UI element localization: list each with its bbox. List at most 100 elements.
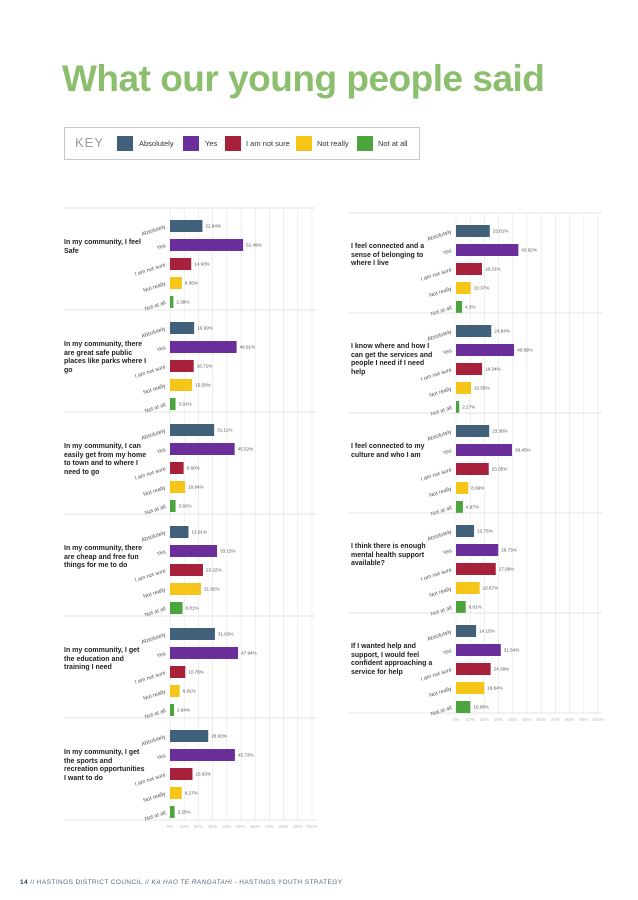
axis-tick-1-6: 60% [537, 717, 546, 722]
category-label-not-really: Not really [143, 689, 167, 702]
value-label-not-at-all: 3.25% [178, 810, 191, 815]
bar-not-really [170, 685, 180, 697]
category-label-yes: Yes [156, 447, 167, 456]
category-label-yes: Yes [156, 651, 167, 660]
value-label-not-at-all: 3.91% [179, 402, 192, 407]
bar-not-sure [170, 360, 194, 372]
axis-tick-0-6: 60% [251, 824, 260, 829]
value-label-not-sure: 23.22% [206, 568, 222, 573]
axis-tick-0-9: 90% [293, 824, 302, 829]
value-label-not-really: 8.66% [471, 486, 484, 491]
key-title: KEY [75, 135, 105, 150]
category-label-yes: Yes [442, 348, 453, 357]
page-number: 14 [20, 879, 29, 886]
axis-tick-1-7: 70% [551, 717, 560, 722]
bar-yes [170, 443, 235, 455]
legend-swatch-not-really [296, 136, 312, 151]
value-label-yes: 40.89% [517, 348, 533, 353]
category-label-not-really: Not really [429, 486, 453, 499]
value-label-not-really: 16.67% [483, 586, 499, 591]
value-label-not-really: 8.27% [185, 791, 198, 796]
category-label-absolutely: Absolutely [141, 326, 167, 340]
axis-tick-1-1: 10% [466, 717, 475, 722]
category-label-yes: Yes [156, 243, 167, 252]
category-label-absolutely: Absolutely [141, 530, 167, 544]
bar-not-at-all [170, 500, 176, 512]
bar-yes [456, 444, 513, 456]
value-label-yes: 33.15% [220, 549, 236, 554]
category-label-absolutely: Absolutely [141, 734, 167, 748]
legend-swatch-absolutely [117, 136, 133, 151]
bar-not-sure [456, 563, 496, 575]
question-label: In my community, there are cheap and fre… [64, 545, 143, 570]
value-label-not-really: 10.64% [188, 485, 204, 490]
value-label-not-sure: 15.83% [195, 772, 211, 777]
category-label-not-at-all: Not at all [430, 705, 453, 717]
legend-key: KEY Absolutely Yes I am not sure Not rea… [64, 127, 420, 160]
axis-tick-1-8: 80% [565, 717, 574, 722]
value-label-absolutely: 31.63% [218, 632, 234, 637]
value-label-not-really: 15.59% [195, 383, 211, 388]
bar-not-really [456, 682, 485, 694]
category-label-not-really: Not really [143, 383, 167, 396]
bar-not-really [456, 382, 471, 394]
value-label-not-sure: 16.71% [197, 364, 213, 369]
bar-not-at-all [170, 806, 175, 818]
bar-not-really [170, 583, 201, 595]
bar-absolutely [170, 424, 215, 436]
value-label-absolutely: 26.93% [211, 734, 227, 739]
bar-absolutely [170, 322, 195, 334]
bar-not-at-all [456, 401, 460, 413]
footer-org: HASTINGS DISTRICT COUNCIL [36, 879, 143, 886]
category-label-not-really: Not really [143, 485, 167, 498]
category-label-yes: Yes [156, 549, 167, 558]
question-label: I think there is enough mental health su… [351, 543, 426, 568]
category-label-yes: Yes [442, 248, 453, 257]
value-label-yes: 43.92% [521, 248, 537, 253]
category-label-not-at-all: Not at all [430, 305, 453, 317]
value-label-not-really: 6.81% [183, 689, 196, 694]
category-label-yes: Yes [442, 648, 453, 657]
value-label-not-at-all: 3.92% [179, 504, 192, 509]
bar-not-at-all [456, 701, 471, 713]
category-label-not-really: Not really [143, 587, 167, 600]
axis-tick-0-4: 40% [222, 824, 231, 829]
value-label-absolutely: 16.99% [197, 326, 213, 331]
axis-tick-0-7: 70% [265, 824, 274, 829]
legend-label-absolutely: Absolutely [139, 139, 174, 148]
bar-yes [170, 239, 244, 251]
value-label-not-at-all: 4.87% [466, 505, 479, 510]
value-label-not-at-all: 2.84% [177, 708, 190, 713]
axis-tick-0-5: 50% [236, 824, 245, 829]
category-label-not-really: Not really [143, 281, 167, 294]
category-label-not-sure: I am not sure [420, 267, 452, 283]
category-label-not-at-all: Not at all [144, 708, 167, 720]
category-label-not-at-all: Not at all [144, 300, 167, 312]
category-label-absolutely: Absolutely [141, 428, 167, 442]
category-label-not-really: Not really [429, 286, 453, 299]
bar-absolutely [456, 225, 490, 237]
category-label-not-at-all: Not at all [144, 402, 167, 414]
value-label-not-really: 10.55% [474, 386, 490, 391]
axis-tick-1-3: 30% [494, 717, 503, 722]
axis-tick-0-2: 20% [194, 824, 203, 829]
bar-not-really [456, 582, 480, 594]
category-label-absolutely: Absolutely [141, 632, 167, 646]
bar-not-sure [456, 463, 489, 475]
category-label-absolutely: Absolutely [427, 629, 453, 643]
axis-tick-1-0: 0% [453, 717, 460, 722]
bar-absolutely [170, 526, 189, 538]
bar-yes [170, 749, 235, 761]
bar-absolutely [456, 625, 477, 637]
category-label-not-at-all: Not at all [430, 605, 453, 617]
value-label-absolutely: 23.38% [492, 429, 508, 434]
value-label-not-sure: 10.78% [188, 670, 204, 675]
value-label-not-sure: 18.34% [485, 367, 501, 372]
legend-swatch-yes [183, 136, 199, 151]
bar-not-really [170, 787, 182, 799]
legend-swatch-not-at-all [357, 136, 373, 151]
bar-yes [456, 644, 501, 656]
footer-strategy: - HASTINGS YOUTH STRATEGY [234, 879, 343, 886]
bar-yes [456, 544, 499, 556]
value-label-yes: 39.45% [515, 448, 531, 453]
